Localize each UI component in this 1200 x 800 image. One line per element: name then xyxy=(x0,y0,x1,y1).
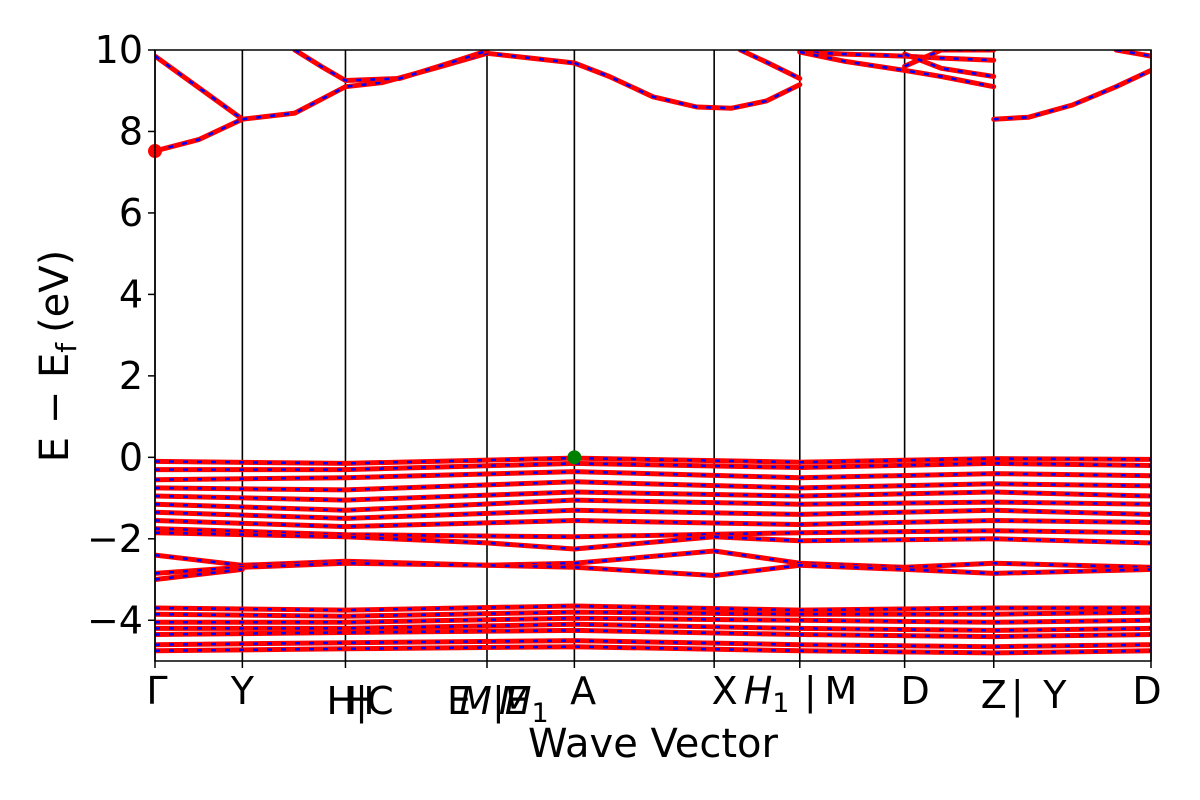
x-tick-label-12: M xyxy=(824,669,857,713)
x-axis-title: Wave Vector xyxy=(528,721,779,767)
band-31-dash xyxy=(155,645,1151,655)
band-0-dash xyxy=(155,55,244,121)
x-tick-label-5: E xyxy=(447,679,471,723)
plot-frame xyxy=(154,49,1152,662)
y-tick-label-7: 10 xyxy=(95,28,143,72)
y-tick-label-3: 2 xyxy=(119,354,143,398)
x-tick-label-3: H xyxy=(346,679,375,723)
y-tick-label-1: −2 xyxy=(87,517,143,561)
y-tick-label-0: −4 xyxy=(87,598,143,642)
band-3-solid xyxy=(292,50,490,83)
band-21-dash xyxy=(155,531,1151,551)
extrema-markers xyxy=(148,144,582,465)
band-14-solid xyxy=(155,469,1151,483)
band-12-dash xyxy=(155,456,1151,465)
band-15-solid xyxy=(155,479,1151,493)
band-10-solid xyxy=(991,67,1151,122)
band-16-dash xyxy=(155,490,1151,502)
y-axis-title-main: E − E xyxy=(32,353,78,463)
band-2-dash xyxy=(242,52,575,121)
band-1-dash xyxy=(155,118,243,153)
vbm-marker xyxy=(567,450,582,465)
band-5-dash xyxy=(739,50,801,80)
band-16-solid xyxy=(155,489,1151,503)
band-14-dash xyxy=(155,470,1151,481)
x-tick-label-4: C xyxy=(367,679,394,723)
band-7-dash xyxy=(799,50,994,88)
x-tick-label-11: | xyxy=(804,669,817,714)
x-tick-label-17: D xyxy=(1132,669,1161,713)
x-tick-label-10: H1 xyxy=(744,669,790,719)
x-tick-label-9: X xyxy=(712,669,738,713)
band-13-dash xyxy=(155,462,1151,471)
x-tick-label-13: D xyxy=(900,669,929,713)
band-11-dash xyxy=(1115,50,1151,58)
band-30-dash xyxy=(155,639,1151,648)
band-26-solid xyxy=(155,609,1151,619)
band-19-dash xyxy=(155,519,1151,528)
band-10-dash xyxy=(993,69,1151,121)
band-23-solid xyxy=(155,560,1151,578)
band-27-solid xyxy=(155,615,1151,625)
band-2-solid xyxy=(239,50,577,122)
band-27-dash xyxy=(155,616,1151,624)
y-axis-title-unit: (eV) xyxy=(32,250,78,333)
band-lines xyxy=(155,50,1151,656)
band-25-dash xyxy=(155,604,1151,612)
x-tick-label-0: Γ xyxy=(146,669,167,713)
x-tick-label-7: M1 xyxy=(499,679,549,729)
y-axis-title-sub: f xyxy=(50,342,83,353)
x-tick-label-8: A xyxy=(570,669,596,713)
band-15-dash xyxy=(155,480,1151,492)
x-tick-label-1: Y xyxy=(230,669,255,713)
y-axis-ticks: −4 −2 0 2 4 6 8 10 xyxy=(87,28,155,642)
x-tick-label-2: H| xyxy=(327,679,368,724)
band-18-solid xyxy=(155,507,1151,521)
band-9-dash xyxy=(904,52,994,78)
band-26-dash xyxy=(155,610,1151,618)
band-29-dash xyxy=(155,629,1151,638)
band-19-solid xyxy=(155,518,1151,530)
band-6-dash xyxy=(799,50,994,62)
band-18-dash xyxy=(155,509,1151,520)
y-tick-label-5: 6 xyxy=(119,191,143,235)
band-24-dash xyxy=(155,568,243,581)
band-3-dash xyxy=(294,50,488,82)
x-tick-label-14: Z xyxy=(981,673,1007,717)
band-1-solid xyxy=(155,116,245,154)
band-25-solid xyxy=(155,603,1151,613)
x-tick-label-15: | xyxy=(1011,673,1024,718)
band-28-dash xyxy=(155,623,1151,632)
kpoint-divider-lines xyxy=(154,50,1152,661)
band-22-dash xyxy=(155,549,1151,569)
y-tick-label-4: 4 xyxy=(119,272,143,316)
y-axis-title: E − Ef (eV) xyxy=(32,250,83,463)
x-tick-label-6: M|E xyxy=(459,679,529,724)
y-tick-label-2: 0 xyxy=(119,435,143,479)
x-tick-label-16: Y xyxy=(1042,673,1067,717)
band-4-dash xyxy=(573,61,801,110)
y-tick-label-6: 8 xyxy=(119,109,143,153)
band-17-dash xyxy=(155,498,1151,512)
